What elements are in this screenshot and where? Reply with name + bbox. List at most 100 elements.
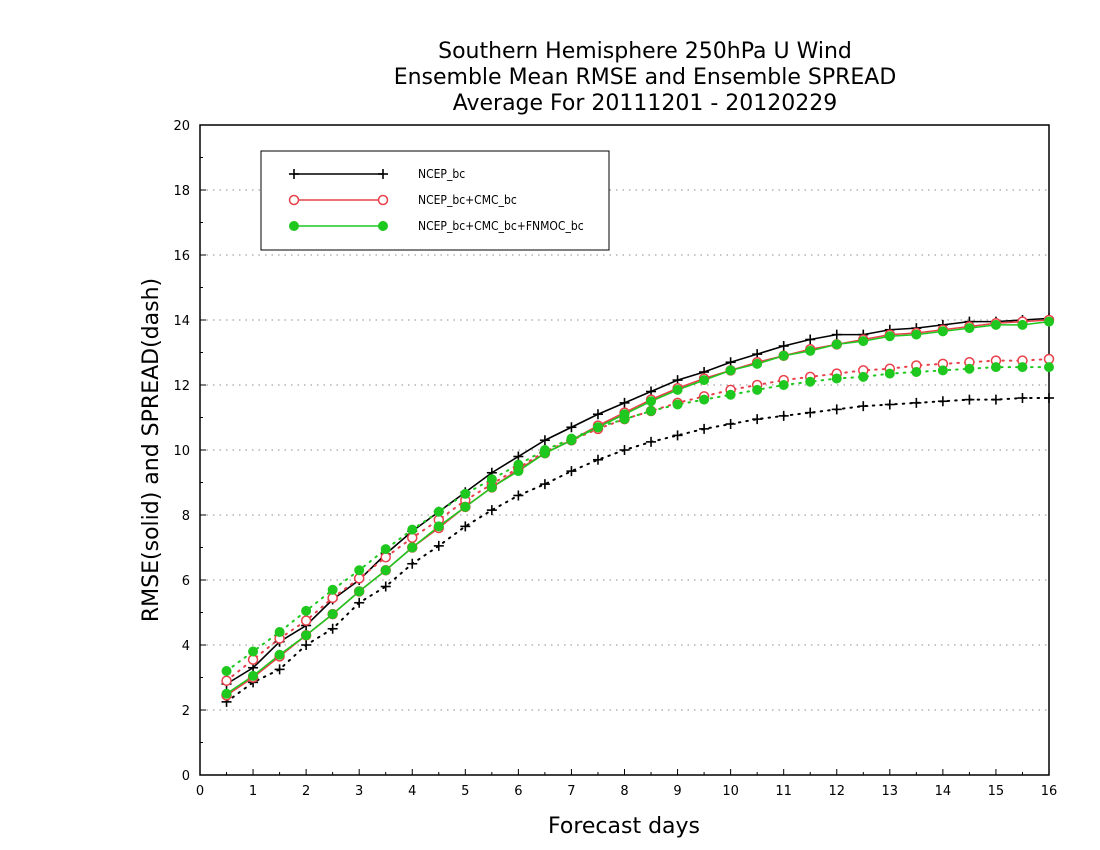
- rmse-point: [699, 375, 710, 386]
- spread-point: [646, 406, 657, 416]
- y-tick-label: 6: [182, 574, 190, 589]
- rmse-point: [221, 688, 232, 699]
- spread-point: [327, 584, 338, 595]
- rmse-point: [486, 482, 497, 493]
- legend-marker: [289, 169, 299, 179]
- markers-NCEP_bc+CMC_bc+FNMOC_bc: [221, 316, 1054, 699]
- y-tick-label: 18: [173, 184, 190, 199]
- spread-point: [354, 565, 365, 576]
- x-tick-label: 2: [302, 784, 310, 799]
- spread-point: [937, 365, 948, 376]
- spread-point: [752, 384, 763, 395]
- spread-point: [380, 581, 391, 592]
- x-tick-label: 1: [249, 784, 257, 799]
- spread-point: [566, 466, 577, 477]
- x-tick-label: 11: [775, 784, 792, 799]
- rmse-point: [327, 609, 338, 620]
- y-tick-label: 4: [182, 639, 190, 654]
- spread-point: [725, 389, 736, 400]
- spread-point: [884, 368, 895, 379]
- rmse-point: [433, 521, 444, 532]
- legend-marker: [289, 221, 299, 231]
- spread-point: [831, 404, 842, 415]
- rmse-point: [354, 586, 365, 597]
- spread-point: [858, 401, 869, 412]
- legend-item: NCEP_bc: [289, 167, 465, 181]
- spread-point: [407, 524, 418, 535]
- spread-point: [805, 376, 816, 387]
- series-NCEP_bc: [225, 317, 1050, 703]
- spread-point: [1017, 362, 1028, 373]
- title-line: Southern Hemisphere 250hPa U Wind: [438, 39, 852, 64]
- spread-point: [937, 396, 948, 407]
- spread-point: [354, 597, 365, 608]
- rmse-point: [831, 339, 842, 350]
- legend-label: NCEP_bc+CMC_bc+FNMOC_bc: [418, 219, 584, 233]
- rmse-point: [248, 670, 259, 681]
- spread-point: [539, 479, 550, 490]
- legend-label: NCEP_bc+CMC_bc: [418, 193, 517, 207]
- y-axis-label: RMSE(solid) and SPREAD(dash): [139, 278, 164, 622]
- x-tick-label: 13: [882, 784, 899, 799]
- x-tick-label: 5: [461, 784, 469, 799]
- rmse-point: [1017, 319, 1028, 330]
- markers-NCEP_bc: [221, 313, 1054, 707]
- spread-point: [274, 664, 285, 675]
- legend-marker: [288, 194, 300, 206]
- spread-point: [221, 666, 232, 676]
- spread-point: [221, 675, 232, 686]
- y-tick-label: 10: [173, 444, 190, 459]
- x-tick-label: 16: [1041, 784, 1058, 799]
- spread-point: [433, 540, 444, 551]
- spread-point: [380, 544, 391, 555]
- spread-line: [225, 366, 1050, 672]
- y-tick-label: 20: [173, 119, 190, 134]
- spread-point: [301, 605, 312, 616]
- spread-point: [407, 558, 418, 569]
- spread-point: [1044, 362, 1054, 373]
- rmse-point: [1044, 316, 1054, 327]
- legend-label: NCEP_bc: [418, 167, 465, 181]
- spread-point: [990, 362, 1001, 373]
- series-NCEP_bc+CMC_bc: [225, 319, 1050, 697]
- rmse-line: [226, 319, 1050, 697]
- rmse-point: [778, 350, 789, 361]
- spread-point: [513, 490, 524, 501]
- x-tick-label: 15: [988, 784, 1005, 799]
- spread-point: [778, 410, 789, 421]
- chart-title: Southern Hemisphere 250hPa U WindEnsembl…: [394, 39, 897, 116]
- x-tick-label: 14: [935, 784, 952, 799]
- spread-point: [699, 423, 710, 434]
- spread-point: [964, 394, 975, 405]
- rmse-point: [619, 409, 630, 420]
- x-tick-label: 6: [514, 784, 522, 799]
- rmse-point: [274, 649, 285, 660]
- rmse-point: [566, 435, 577, 446]
- spread-point: [486, 505, 497, 516]
- x-tick-label: 0: [196, 784, 204, 799]
- rmse-point: [566, 422, 577, 433]
- y-tick-label: 12: [173, 379, 190, 394]
- x-tick-label: 4: [408, 784, 416, 799]
- spread-point: [460, 488, 471, 499]
- axis-ticks: 0 1 2 3 4 5 6 7 8 9 10 11 12 13 14 15 160246810121416182…: [173, 119, 1057, 799]
- legend-marker: [377, 194, 389, 206]
- x-tick-label: 12: [828, 784, 845, 799]
- y-tick-label: 16: [173, 249, 190, 264]
- spread-point: [274, 627, 285, 637]
- rmse-line: [226, 317, 1050, 685]
- spread-point: [805, 407, 816, 418]
- x-tick-label: 3: [355, 784, 363, 799]
- rmse-point: [380, 565, 391, 576]
- spread-point: [327, 623, 338, 634]
- rmse-point: [672, 384, 683, 395]
- legend-item: NCEP_bc+CMC_bc: [288, 193, 517, 207]
- title-line: Average For 20111201 - 20120229: [453, 91, 838, 116]
- spread-point: [672, 399, 683, 410]
- rmse-point: [805, 345, 816, 356]
- x-tick-label: 9: [673, 784, 681, 799]
- title-line: Ensemble Mean RMSE and Ensemble SPREAD: [394, 65, 897, 90]
- x-tick-label: 8: [620, 784, 628, 799]
- legend-item: NCEP_bc+CMC_bc+FNMOC_bc: [289, 219, 584, 233]
